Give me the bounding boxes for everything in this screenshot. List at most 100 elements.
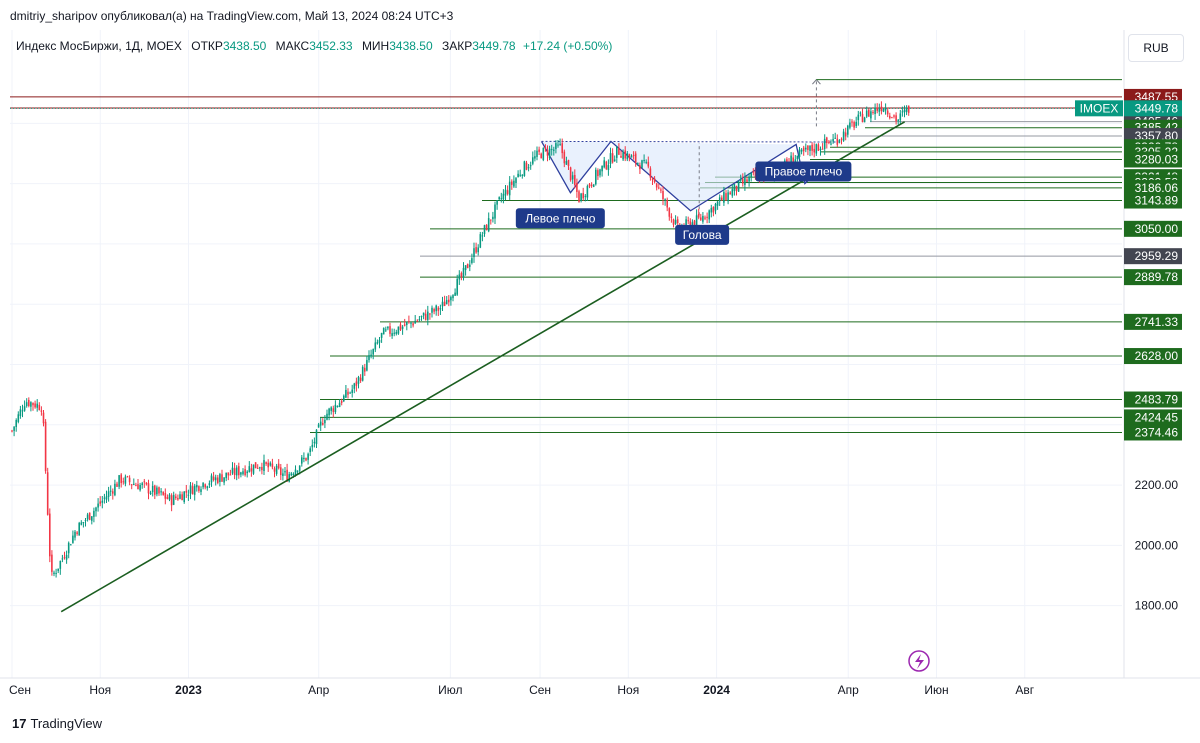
candle-body bbox=[301, 457, 303, 464]
candle-body bbox=[500, 198, 503, 200]
candle-body bbox=[576, 183, 578, 192]
uptrend-line[interactable] bbox=[60, 121, 906, 613]
candle-body bbox=[639, 165, 641, 170]
candle-body bbox=[685, 219, 687, 227]
price-level-tag[interactable] bbox=[1124, 409, 1182, 426]
x-tick-label: Сен bbox=[9, 683, 31, 697]
candle-body bbox=[313, 441, 316, 444]
annotation-label-box[interactable] bbox=[755, 161, 852, 182]
symbol-title: Индекс МосБиржи, 1Д, MOEX bbox=[16, 39, 182, 53]
candle-body bbox=[466, 264, 469, 269]
candle-body bbox=[208, 483, 211, 485]
candle-body bbox=[88, 512, 91, 520]
pattern-outline[interactable] bbox=[540, 140, 819, 212]
candle-body bbox=[147, 483, 150, 494]
candle-body bbox=[578, 191, 580, 203]
candle-body bbox=[670, 216, 673, 218]
candle-body bbox=[229, 474, 232, 476]
currency-button[interactable]: RUB bbox=[1128, 34, 1184, 62]
tradingview-logo[interactable]: 17 TradingView bbox=[12, 716, 102, 731]
last-price-value: 3449.78 bbox=[1135, 101, 1179, 115]
candle-body bbox=[406, 322, 408, 325]
price-level-tag[interactable] bbox=[1124, 179, 1182, 196]
candle-body bbox=[30, 402, 32, 407]
price-axis[interactable]: 3487.553450.813405.463385.423357.803320.… bbox=[1075, 30, 1182, 678]
candle-body bbox=[288, 474, 290, 482]
price-level-value: 2483.79 bbox=[1135, 393, 1179, 407]
candle-body bbox=[595, 169, 597, 185]
candle-body bbox=[821, 148, 824, 150]
annotation-label-box[interactable] bbox=[675, 224, 730, 245]
candle-body bbox=[515, 178, 517, 183]
candle-body bbox=[13, 426, 15, 431]
candle-body bbox=[859, 112, 862, 114]
low-label: МИН bbox=[361, 39, 390, 53]
candle-body bbox=[620, 155, 622, 158]
annotation-label-box[interactable] bbox=[515, 208, 605, 229]
candle-body bbox=[399, 324, 402, 330]
price-level-tag[interactable] bbox=[1124, 151, 1182, 168]
candle-body bbox=[584, 195, 587, 197]
annotation-labels: Левое плечо Голова Правое плечо bbox=[515, 161, 852, 245]
price-level-tag[interactable] bbox=[1124, 348, 1182, 365]
candle-body bbox=[107, 491, 110, 497]
candle-body bbox=[361, 366, 364, 381]
candle-body bbox=[21, 410, 24, 412]
candle-body bbox=[93, 510, 95, 517]
candle-body bbox=[277, 463, 280, 469]
candle-body bbox=[51, 554, 53, 572]
price-level-tag[interactable] bbox=[1124, 424, 1182, 441]
candle-body bbox=[338, 402, 341, 408]
candle-body bbox=[124, 476, 127, 484]
candle-body bbox=[506, 190, 509, 194]
candle-body bbox=[700, 217, 702, 220]
candle-body bbox=[557, 144, 559, 146]
price-level-tag[interactable] bbox=[1124, 192, 1182, 209]
last-price-tag[interactable] bbox=[1124, 100, 1182, 117]
candle-body bbox=[886, 110, 889, 115]
head-and-shoulders-pattern bbox=[540, 78, 1122, 216]
candle-body bbox=[807, 145, 809, 150]
candle-body bbox=[84, 520, 87, 522]
low-value: 3438.50 bbox=[389, 39, 433, 53]
candle-body bbox=[450, 296, 452, 301]
time-axis[interactable]: Сен Ноя 2023 Апр Июл Сен Ноя 2024 Апр Июн Авг bbox=[0, 650, 1200, 697]
candle-body bbox=[244, 469, 246, 476]
candle-body bbox=[149, 492, 152, 495]
candle-body bbox=[17, 414, 20, 422]
candle-body bbox=[805, 147, 807, 150]
price-level-tag[interactable] bbox=[1124, 269, 1182, 286]
candles bbox=[11, 101, 910, 578]
candle-body bbox=[490, 219, 492, 221]
price-level-tag[interactable] bbox=[1124, 313, 1182, 330]
candle-body bbox=[555, 143, 557, 150]
x-tick-label: Июн bbox=[924, 683, 948, 697]
candle-body bbox=[790, 155, 792, 164]
price-level-tag[interactable] bbox=[1124, 220, 1182, 237]
candle-body bbox=[553, 149, 555, 151]
candle-body bbox=[11, 430, 13, 432]
candle-body bbox=[145, 482, 148, 485]
candle-body bbox=[101, 500, 104, 503]
close-value: 3449.78 bbox=[472, 39, 516, 53]
price-level-tag[interactable] bbox=[1124, 248, 1182, 265]
candle-body bbox=[181, 494, 183, 501]
candle-body bbox=[78, 522, 80, 536]
candle-body bbox=[794, 159, 797, 164]
candle-body bbox=[42, 412, 45, 424]
candle-body bbox=[752, 171, 755, 173]
price-level-value: 2374.46 bbox=[1135, 425, 1179, 439]
candle-body bbox=[116, 483, 118, 487]
candle-body bbox=[655, 183, 658, 188]
candle-body bbox=[716, 201, 719, 206]
candle-body bbox=[746, 179, 748, 182]
candle-body bbox=[597, 170, 599, 177]
price-level-tag[interactable] bbox=[1124, 391, 1182, 408]
candle-body bbox=[586, 186, 589, 198]
lightning-icon[interactable] bbox=[908, 650, 930, 672]
candle-body bbox=[536, 150, 538, 157]
candle-body bbox=[817, 144, 820, 151]
neckline[interactable] bbox=[541, 140, 839, 143]
candle-body bbox=[34, 403, 36, 408]
